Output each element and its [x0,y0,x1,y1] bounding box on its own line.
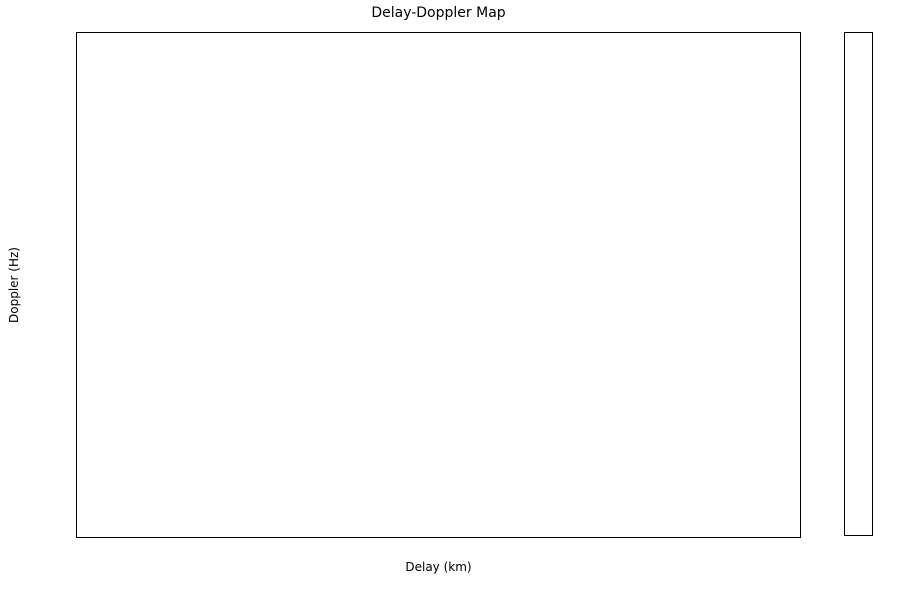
heatmap-canvas [77,33,800,537]
plot-area [76,32,801,538]
colorbar [844,32,873,536]
chart-title: Delay-Doppler Map [371,5,506,21]
y-axis-label: Doppler (Hz) [7,247,21,323]
x-axis-label: Delay (km) [405,560,472,574]
colorbar-canvas [845,33,872,535]
